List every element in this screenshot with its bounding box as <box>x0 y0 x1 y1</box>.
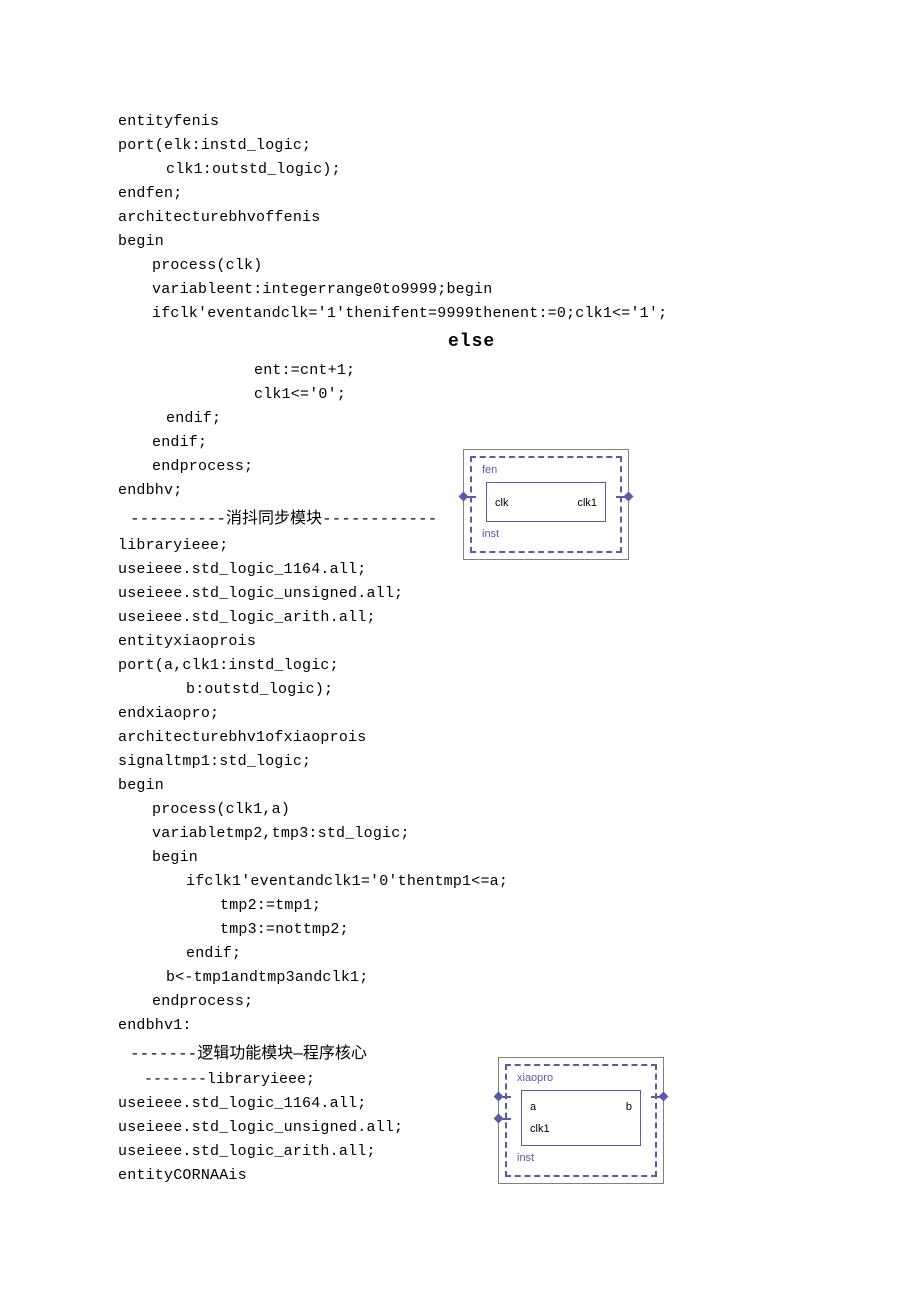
else-keyword: else <box>118 328 920 357</box>
code-line: variabletmp2,tmp3:std_logic; <box>118 822 920 846</box>
diagram-title-label: xiaopro <box>517 1070 649 1088</box>
code-line: process(clk1,a) <box>118 798 920 822</box>
code-line: begin <box>118 774 920 798</box>
port-b-label: b <box>626 1099 632 1117</box>
code-line: clk1:outstd_logic); <box>118 158 920 182</box>
diagram-title-label: fen <box>482 462 614 480</box>
code-line: clk1<='0'; <box>118 383 920 407</box>
code-line: architecturebhv1ofxiaoprois <box>118 726 920 750</box>
port-clk1-label: clk1 <box>577 495 597 513</box>
diagram-border: fen clk clk1 inst <box>470 456 622 553</box>
diagram-inst-label: inst <box>482 526 614 544</box>
code-line: endfen; <box>118 182 920 206</box>
code-line: entityxiaoprois <box>118 630 920 654</box>
code-line: endxiaopro; <box>118 702 920 726</box>
code-line: entityfenis <box>118 110 920 134</box>
code-line: architecturebhvoffenis <box>118 206 920 230</box>
code-line: variableent:integerrange0to9999;begin <box>118 278 920 302</box>
document-page: entityfenis port(elk:instd_logic; clk1:o… <box>0 0 920 1228</box>
code-line: endif; <box>118 942 920 966</box>
code-line: endbhv1: <box>118 1014 920 1038</box>
code-line: begin <box>118 230 920 254</box>
code-line: ifclk'eventandclk='1'thenifent=9999thene… <box>118 302 920 326</box>
code-line: process(clk) <box>118 254 920 278</box>
diagram-block: a b clk1 <box>521 1090 641 1146</box>
code-line: b<-tmp1andtmp3andclk1; <box>118 966 920 990</box>
code-line: ent:=cnt+1; <box>118 359 920 383</box>
diagram-inst-label: inst <box>517 1150 649 1168</box>
code-line: begin <box>118 846 920 870</box>
code-line: b:outstd_logic); <box>118 678 920 702</box>
block-diagram-fen: fen clk clk1 inst <box>463 449 629 560</box>
code-line: useieee.std_logic_arith.all; <box>118 606 920 630</box>
code-line: signaltmp1:std_logic; <box>118 750 920 774</box>
code-line: endprocess; <box>118 990 920 1014</box>
code-line: useieee.std_logic_1164.all; <box>118 558 920 582</box>
port-clk-label: clk <box>495 495 508 513</box>
diagram-border: xiaopro a b clk1 inst <box>505 1064 657 1177</box>
code-line: endif; <box>118 407 920 431</box>
code-line: port(a,clk1:instd_logic; <box>118 654 920 678</box>
code-line: ifclk1'eventandclk1='0'thentmp1<=a; <box>118 870 920 894</box>
code-line: tmp2:=tmp1; <box>118 894 920 918</box>
code-line: tmp3:=nottmp2; <box>118 918 920 942</box>
port-a-label: a <box>530 1099 536 1117</box>
diagram-block: clk clk1 <box>486 482 606 522</box>
code-line: port(elk:instd_logic; <box>118 134 920 158</box>
code-line: useieee.std_logic_unsigned.all; <box>118 582 920 606</box>
port-clk1-label: clk1 <box>530 1121 550 1139</box>
block-diagram-xiaopro: xiaopro a b clk1 inst <box>498 1057 664 1184</box>
